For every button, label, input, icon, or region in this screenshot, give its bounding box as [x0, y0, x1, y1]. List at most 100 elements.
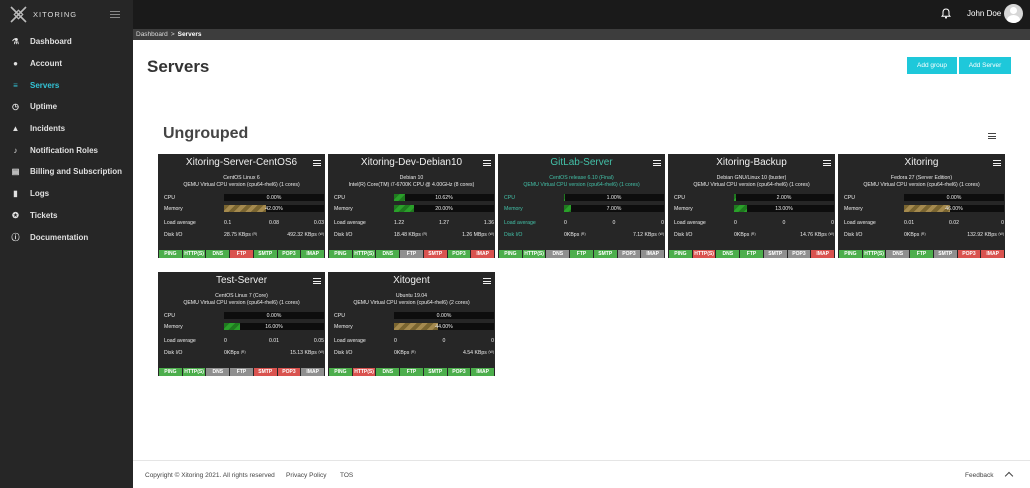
service-badge-imap[interactable]: IMAP: [471, 368, 495, 376]
service-badge-smtp[interactable]: SMTP: [763, 250, 787, 258]
breadcrumb-dashboard[interactable]: Dashboard: [136, 31, 168, 38]
service-badge-imap[interactable]: IMAP: [811, 250, 835, 258]
service-badge-imap[interactable]: IMAP: [471, 250, 495, 258]
service-badge-dns[interactable]: DNS: [886, 250, 910, 258]
service-badge-ping[interactable]: PING: [329, 368, 352, 376]
service-badge-pop3[interactable]: POP3: [617, 250, 641, 258]
service-badge-pop3[interactable]: POP3: [447, 250, 471, 258]
service-badge-ftp[interactable]: FTP: [400, 368, 423, 376]
privacy-policy-link[interactable]: Privacy Policy: [286, 472, 327, 479]
read-tag: (R): [240, 350, 246, 354]
card-menu-icon[interactable]: [483, 278, 491, 285]
sidebar-item-billing-and-subscription[interactable]: ▤ Billing and Subscription: [0, 161, 133, 183]
server-name[interactable]: Xitoring-Server-CentOS6: [185, 157, 298, 168]
sidebar-item-dashboard[interactable]: ⚗ Dashboard: [0, 31, 133, 53]
service-badge-ftp[interactable]: FTP: [740, 250, 763, 258]
service-badge-smtp[interactable]: SMTP: [423, 250, 447, 258]
service-badge-ping[interactable]: PING: [329, 250, 352, 258]
service-badge-ping[interactable]: PING: [159, 250, 182, 258]
service-badge-ftp[interactable]: FTP: [910, 250, 933, 258]
card-menu-icon[interactable]: [313, 278, 321, 285]
avatar[interactable]: [1004, 4, 1023, 23]
sidebar-toggle-icon[interactable]: [110, 11, 120, 18]
sidebar-item-tickets[interactable]: ✪ Tickets: [0, 205, 133, 227]
service-badge-https[interactable]: HTTP(S): [862, 250, 886, 258]
service-badge-https[interactable]: HTTP(S): [182, 368, 206, 376]
group-menu-icon[interactable]: [988, 133, 996, 140]
service-badge-ping[interactable]: PING: [499, 250, 522, 258]
service-badge-ftp[interactable]: FTP: [230, 250, 253, 258]
service-badge-pop3[interactable]: POP3: [957, 250, 981, 258]
service-badge-https[interactable]: HTTP(S): [182, 250, 206, 258]
server-os: CentOS release 6.10 (Final): [549, 175, 614, 181]
tos-link[interactable]: TOS: [340, 472, 354, 479]
sidebar-item-notification-roles[interactable]: ♪ Notification Roles: [0, 139, 133, 161]
service-badge-ftp[interactable]: FTP: [400, 250, 423, 258]
sidebar-item-account[interactable]: ● Account: [0, 53, 133, 75]
server-name[interactable]: Xitoring: [904, 157, 939, 168]
service-badge-imap[interactable]: IMAP: [641, 250, 665, 258]
main-content: Servers Add group Add Server Ungrouped X…: [133, 40, 1030, 460]
notification-bell-icon[interactable]: [941, 8, 951, 19]
service-badge-pop3[interactable]: POP3: [277, 250, 301, 258]
service-badge-pop3[interactable]: POP3: [787, 250, 811, 258]
service-badge-imap[interactable]: IMAP: [301, 368, 325, 376]
brand[interactable]: XITORING: [0, 0, 133, 29]
server-card[interactable]: Test-Server CentOS Linux 7 (Core) QEMU Vir…: [158, 272, 325, 376]
server-name[interactable]: GitLab-Server: [550, 157, 613, 168]
service-badge-smtp[interactable]: SMTP: [933, 250, 957, 258]
sidebar-item-servers[interactable]: ≡ Servers: [0, 74, 133, 96]
service-badge-smtp[interactable]: SMTP: [423, 368, 447, 376]
service-badge-pop3[interactable]: POP3: [447, 368, 471, 376]
server-name[interactable]: Xitogent: [393, 275, 430, 286]
service-badge-ftp[interactable]: FTP: [570, 250, 593, 258]
feedback-link[interactable]: Feedback: [965, 472, 994, 479]
service-badge-dns[interactable]: DNS: [206, 250, 230, 258]
server-card[interactable]: Xitoring-Server-CentOS6 CentOS Linux 6 QEM…: [158, 154, 325, 258]
card-menu-icon[interactable]: [993, 160, 1001, 167]
sidebar-item-logs[interactable]: ▮ Logs: [0, 183, 133, 205]
service-badge-dns[interactable]: DNS: [206, 368, 230, 376]
card-menu-icon[interactable]: [653, 160, 661, 167]
service-badge-ping[interactable]: PING: [669, 250, 692, 258]
server-name[interactable]: Test-Server: [215, 275, 268, 286]
service-badge-dns[interactable]: DNS: [376, 368, 400, 376]
service-badge-imap[interactable]: IMAP: [981, 250, 1005, 258]
sidebar-item-incidents[interactable]: ▲ Incidents: [0, 118, 133, 140]
service-badge-smtp[interactable]: SMTP: [593, 250, 617, 258]
card-menu-icon[interactable]: [823, 160, 831, 167]
service-badge-dns[interactable]: DNS: [716, 250, 740, 258]
user-name[interactable]: John Doe: [967, 9, 1002, 18]
sidebar-item-documentation[interactable]: ⓘ Documentation: [0, 226, 133, 248]
server-card[interactable]: Xitoring-Dev-Debian10 Debian 10 Intel(R) C…: [328, 154, 495, 258]
server-card[interactable]: Xitoring Fedora 27 (Server Edition) QEMU V…: [838, 154, 1005, 258]
add-group-button[interactable]: Add group: [907, 57, 957, 74]
sidebar-item-uptime[interactable]: ◷ Uptime: [0, 96, 133, 118]
service-badge-https[interactable]: HTTP(S): [692, 250, 716, 258]
chevron-up-icon[interactable]: [1004, 471, 1014, 481]
service-badge-pop3[interactable]: POP3: [277, 368, 301, 376]
server-card[interactable]: GitLab-Server CentOS release 6.10 (Final)…: [498, 154, 665, 258]
add-server-button[interactable]: Add Server: [959, 57, 1011, 74]
card-menu-icon[interactable]: [483, 160, 491, 167]
service-badge-imap[interactable]: IMAP: [301, 250, 325, 258]
load-value: 1.22: [394, 220, 405, 226]
service-badge-dns[interactable]: DNS: [376, 250, 400, 258]
brand-name: XITORING: [33, 10, 78, 19]
server-name[interactable]: Xitoring-Backup: [716, 157, 787, 168]
server-name[interactable]: Xitoring-Dev-Debian10: [360, 157, 463, 168]
server-card[interactable]: Xitoring-Backup Debian GNU/Linux 10 (bust…: [668, 154, 835, 258]
service-badge-dns[interactable]: DNS: [546, 250, 570, 258]
server-card[interactable]: Xitogent Ubuntu 19.04 QEMU Virtual CPU ver…: [328, 272, 495, 376]
service-badge-smtp[interactable]: SMTP: [253, 250, 277, 258]
service-badge-ping[interactable]: PING: [839, 250, 862, 258]
card-menu-icon[interactable]: [313, 160, 321, 167]
service-badge-ping[interactable]: PING: [159, 368, 182, 376]
service-badge-https[interactable]: HTTP(S): [352, 368, 376, 376]
service-badge-https[interactable]: HTTP(S): [352, 250, 376, 258]
disk-label: Disk I/O: [674, 232, 693, 238]
service-badge-ftp[interactable]: FTP: [230, 368, 253, 376]
service-badge-https[interactable]: HTTP(S): [522, 250, 546, 258]
disk-read: 18.48 KBps (R): [394, 232, 444, 238]
service-badge-smtp[interactable]: SMTP: [253, 368, 277, 376]
